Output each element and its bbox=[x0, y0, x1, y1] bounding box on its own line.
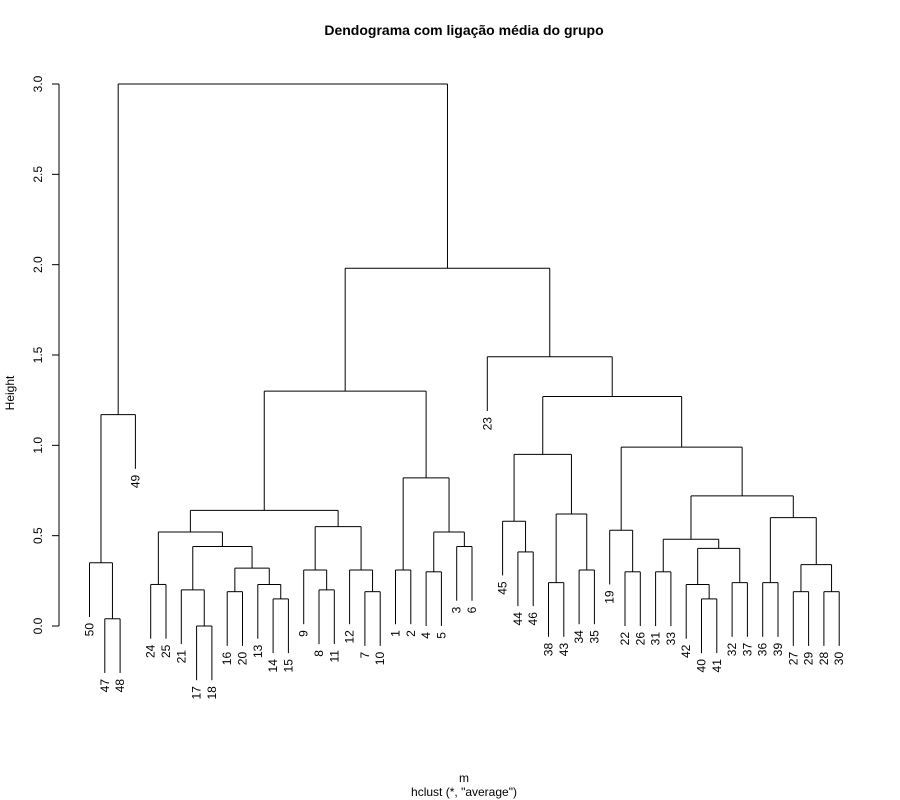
chart-title: Dendograma com ligação média do grupo bbox=[324, 22, 603, 38]
leaf-label: 33 bbox=[664, 632, 678, 646]
leaf-label: 45 bbox=[496, 581, 510, 595]
leaf-label: 27 bbox=[786, 652, 800, 666]
leaf-label: 39 bbox=[771, 643, 785, 657]
leaf-label: 34 bbox=[572, 630, 586, 644]
leaf-label: 40 bbox=[695, 659, 709, 673]
dendrogram-links bbox=[89, 83, 840, 681]
leaf-label: 13 bbox=[251, 644, 265, 658]
leaf-label: 31 bbox=[649, 632, 663, 646]
leaf-label: 25 bbox=[159, 644, 173, 658]
leaf-label: 30 bbox=[832, 652, 846, 666]
leaf-label: 50 bbox=[83, 623, 97, 637]
leaf-label: 41 bbox=[710, 659, 724, 673]
y-tick-label: 0.5 bbox=[31, 527, 45, 544]
y-tick-label: 2.5 bbox=[31, 166, 45, 183]
leaf-label: 19 bbox=[603, 590, 617, 604]
leaf-label: 49 bbox=[128, 475, 142, 489]
y-tick-label: 1.5 bbox=[31, 346, 45, 363]
leaf-label: 43 bbox=[557, 643, 571, 657]
leaf-label: 42 bbox=[679, 644, 693, 658]
leaf-label: 1 bbox=[389, 630, 403, 637]
leaf-label: 23 bbox=[480, 417, 494, 431]
leaf-label: 21 bbox=[174, 650, 188, 664]
leaf-label: 46 bbox=[526, 612, 540, 626]
y-tick-label: 3.0 bbox=[31, 75, 45, 92]
leaf-label: 28 bbox=[817, 652, 831, 666]
leaf-label: 35 bbox=[587, 630, 601, 644]
leaf-label: 7 bbox=[358, 652, 372, 659]
leaf-label: 12 bbox=[343, 630, 357, 644]
leaf-label: 22 bbox=[618, 632, 632, 646]
y-axis: 0.0 0.5 1.0 1.5 2.0 2.5 3.0 bbox=[31, 75, 60, 634]
leaf-label: 2 bbox=[404, 630, 418, 637]
leaf-label: 15 bbox=[281, 659, 295, 673]
leaf-label: 47 bbox=[98, 679, 112, 693]
leaf-label: 48 bbox=[113, 679, 127, 693]
leaf-label: 20 bbox=[236, 652, 250, 666]
y-tick-label: 1.0 bbox=[31, 437, 45, 454]
leaf-label: 6 bbox=[465, 606, 479, 613]
leaf-label: 4 bbox=[419, 632, 433, 639]
leaf-label: 32 bbox=[725, 643, 739, 657]
leaf-label: 17 bbox=[190, 686, 204, 700]
leaf-label: 44 bbox=[511, 612, 525, 626]
x-axis-label: m bbox=[459, 771, 469, 785]
leaf-label: 3 bbox=[450, 606, 464, 613]
method-subtitle: hclust (*, "average") bbox=[411, 785, 517, 799]
leaf-label: 24 bbox=[144, 644, 158, 658]
leaf-label: 18 bbox=[205, 686, 219, 700]
y-tick-label: 2.0 bbox=[31, 256, 45, 273]
leaf-label: 14 bbox=[266, 659, 280, 673]
leaf-label: 5 bbox=[434, 632, 448, 639]
leaf-label: 26 bbox=[633, 632, 647, 646]
y-tick-label: 0.0 bbox=[31, 617, 45, 634]
leaf-label: 37 bbox=[740, 643, 754, 657]
leaf-label: 36 bbox=[756, 643, 770, 657]
leaf-label: 10 bbox=[373, 652, 387, 666]
leaf-label: 8 bbox=[312, 650, 326, 657]
leaf-label: 11 bbox=[327, 650, 341, 663]
leaf-label: 29 bbox=[802, 652, 816, 666]
leaf-label: 38 bbox=[542, 643, 556, 657]
leaf-label: 9 bbox=[297, 630, 311, 637]
y-axis-label: Height bbox=[3, 375, 17, 410]
leaf-label: 16 bbox=[220, 652, 234, 666]
